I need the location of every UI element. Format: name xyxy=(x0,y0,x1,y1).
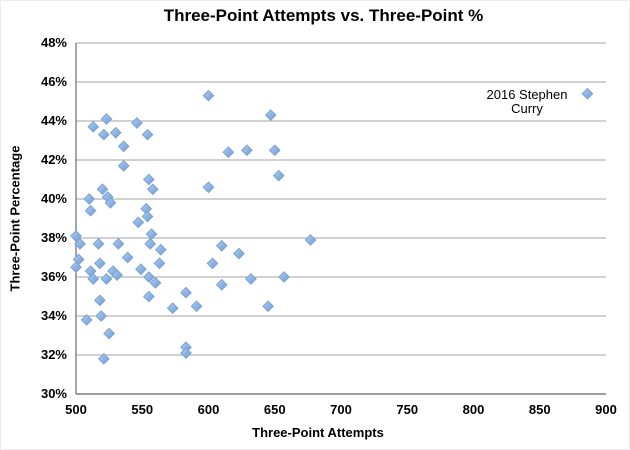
data-point-marker xyxy=(83,193,96,205)
data-point-marker xyxy=(264,109,277,122)
y-tick-label: 42% xyxy=(40,152,67,167)
data-point-marker xyxy=(144,237,157,250)
data-point-marker xyxy=(132,216,145,229)
y-tick-label: 40% xyxy=(40,191,67,206)
y-tick-label: 34% xyxy=(40,308,67,323)
data-point-marker xyxy=(97,128,110,141)
data-point-marker xyxy=(202,181,215,194)
data-point-marker xyxy=(304,234,317,246)
x-tick-label: 750 xyxy=(396,402,419,417)
data-point-marker xyxy=(92,237,105,250)
chart-title: Three-Point Attempts vs. Three-Point % xyxy=(163,6,484,25)
data-point-marker xyxy=(135,263,147,276)
data-point-marker xyxy=(117,140,130,153)
data-point-marker xyxy=(215,239,228,252)
y-axis-title: Three-Point Percentage xyxy=(7,145,23,292)
y-tick-label: 38% xyxy=(40,230,67,245)
data-point-marker xyxy=(104,196,117,209)
data-point-marker xyxy=(241,144,253,157)
data-point-marker xyxy=(74,237,86,250)
annotation-stephen-curry: 2016 Stephen Curry xyxy=(464,88,590,116)
y-tick-label: 44% xyxy=(40,113,67,128)
data-point-marker xyxy=(262,300,275,313)
data-point-marker xyxy=(70,261,82,274)
data-point-marker xyxy=(111,269,123,281)
data-point-marker xyxy=(141,128,154,141)
data-point-marker xyxy=(112,237,125,250)
data-point-marker xyxy=(97,352,110,365)
data-point-marker xyxy=(272,169,285,182)
data-point-marker xyxy=(142,271,155,283)
data-point-marker xyxy=(87,120,100,133)
x-tick-label: 700 xyxy=(330,402,352,417)
data-point-marker xyxy=(278,271,290,283)
data-point-marker xyxy=(146,183,159,196)
data-point-marker xyxy=(93,257,106,270)
data-point-marker xyxy=(206,257,219,270)
data-point-marker xyxy=(233,247,245,260)
data-point-marker xyxy=(103,327,116,340)
data-point-marker xyxy=(190,300,203,313)
data-point-marker xyxy=(100,113,113,125)
data-point-marker xyxy=(131,117,143,129)
data-point-marker xyxy=(202,89,215,102)
data-point-marker xyxy=(142,290,155,303)
data-point-marker xyxy=(180,286,192,299)
data-point-marker xyxy=(93,294,106,307)
x-tick-label: 800 xyxy=(462,402,485,417)
data-point-marker xyxy=(180,347,192,359)
data-point-marker xyxy=(149,276,162,289)
data-point-marker xyxy=(121,251,134,264)
y-tick-label: 30% xyxy=(40,386,67,401)
data-point-marker xyxy=(96,183,109,196)
y-tick-label: 48% xyxy=(40,35,67,50)
data-point-marker xyxy=(153,257,166,270)
data-point-marker xyxy=(581,87,594,100)
data-point-marker xyxy=(80,313,93,326)
x-tick-label: 900 xyxy=(595,402,617,417)
annotation-line-2: Curry xyxy=(511,101,543,116)
data-point-marker xyxy=(84,204,97,217)
y-tick-label: 36% xyxy=(40,269,67,284)
x-axis-title: Three-Point Attempts xyxy=(252,425,384,440)
data-point-marker xyxy=(100,273,113,285)
data-point-marker xyxy=(166,302,179,315)
data-point-marker xyxy=(141,210,154,223)
data-point-marker xyxy=(117,159,130,172)
data-point-marker xyxy=(244,273,257,285)
x-tick-label: 600 xyxy=(197,402,220,417)
x-tick-label: 500 xyxy=(65,402,87,417)
x-tick-label: 650 xyxy=(263,402,286,417)
data-point-marker xyxy=(268,144,281,157)
data-point-marker xyxy=(87,273,100,285)
y-tick-label: 32% xyxy=(40,347,67,362)
data-point-marker xyxy=(222,146,235,159)
annotation-line-1: 2016 Stephen xyxy=(486,87,568,102)
x-tick-label: 850 xyxy=(528,402,551,417)
data-point-marker xyxy=(215,278,228,291)
data-point-marker xyxy=(95,310,108,322)
y-tick-label: 46% xyxy=(40,74,67,89)
data-point-marker xyxy=(142,173,155,186)
data-point-marker xyxy=(70,230,82,242)
x-tick-label: 550 xyxy=(131,402,154,417)
data-point-marker xyxy=(109,126,122,139)
data-point-marker xyxy=(154,243,167,256)
